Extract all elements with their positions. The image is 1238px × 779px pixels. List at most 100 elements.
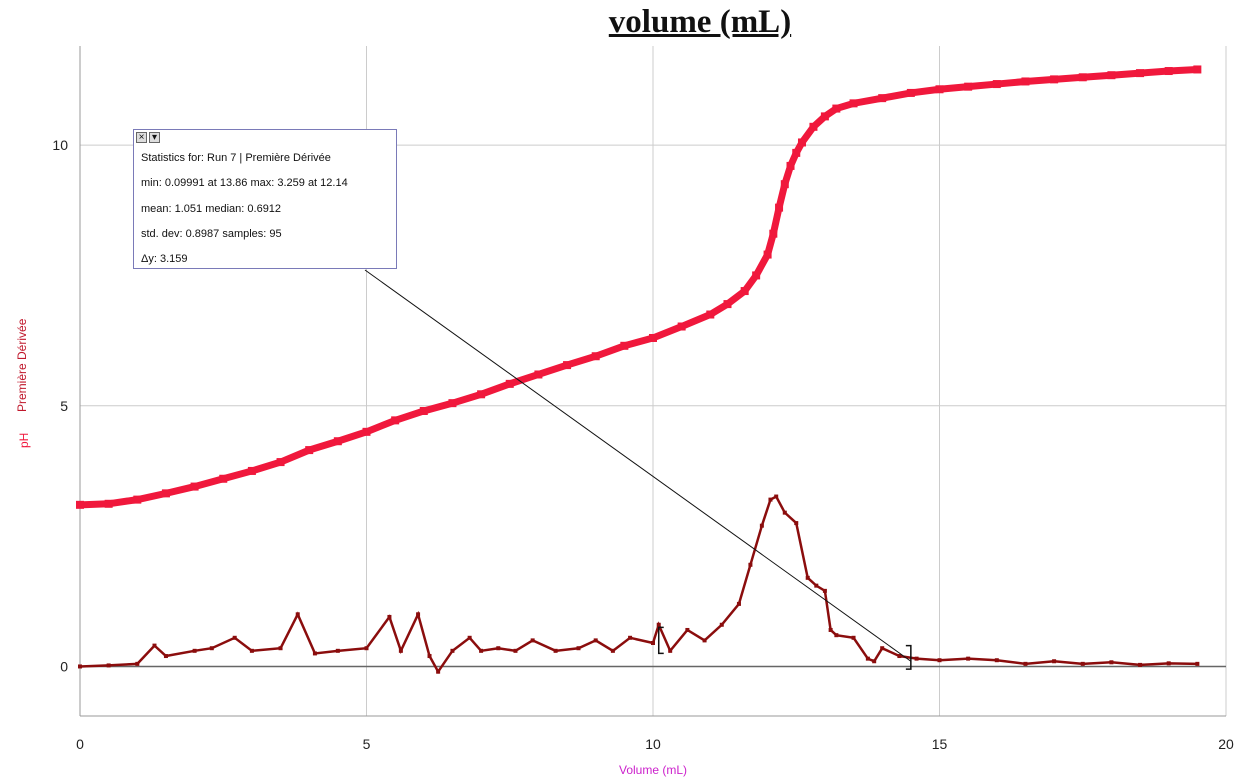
ph-point-17 — [563, 361, 572, 370]
ph-point-32 — [797, 138, 806, 147]
derivative-point-58 — [1052, 659, 1057, 664]
y-axis-label-derivative: Première Dérivée — [15, 318, 29, 412]
ph-point-1 — [104, 499, 113, 508]
derivative-point-41 — [782, 510, 787, 515]
ph-point-28 — [775, 203, 784, 212]
ph-point-7 — [276, 458, 285, 467]
derivative-point-12 — [335, 648, 340, 653]
ph-point-12 — [419, 406, 428, 415]
ph-point-47 — [1164, 67, 1173, 76]
derivative-point-28 — [610, 648, 615, 653]
ph-point-22 — [706, 310, 715, 319]
ph-point-31 — [792, 148, 801, 157]
ph-point-38 — [906, 88, 915, 97]
x-tick-label-2: 10 — [645, 736, 661, 752]
derivative-point-27 — [593, 638, 598, 643]
ph-point-42 — [1021, 77, 1030, 86]
derivative-point-45 — [822, 588, 827, 593]
ph-point-27 — [769, 229, 778, 238]
derivative-point-63 — [1195, 661, 1200, 666]
derivative-point-10 — [295, 612, 300, 617]
ph-point-21 — [677, 322, 686, 331]
ph-point-39 — [935, 85, 944, 94]
derivative-point-20 — [467, 635, 472, 640]
selection-bracket-left — [657, 626, 664, 655]
ph-point-6 — [247, 466, 256, 475]
ph-point-24 — [740, 287, 749, 296]
derivative-point-25 — [553, 648, 558, 653]
derivative-point-29 — [628, 635, 633, 640]
derivative-point-47 — [834, 633, 839, 638]
selection-bracket-right — [905, 644, 912, 670]
ph-point-36 — [849, 99, 858, 108]
series-derivative — [78, 494, 1200, 675]
derivative-point-1 — [106, 663, 111, 668]
ph-point-44 — [1078, 73, 1087, 82]
ph-point-19 — [620, 341, 629, 350]
y-tick-label-1: 5 — [60, 398, 68, 414]
selection-brackets — [657, 626, 912, 670]
close-icon[interactable]: × — [136, 132, 147, 143]
ph-point-37 — [878, 94, 887, 103]
derivative-point-56 — [994, 658, 999, 663]
stats-delta-y: Δy: 3.159 — [141, 253, 188, 265]
ph-point-41 — [992, 80, 1001, 89]
dropdown-icon[interactable]: ▾ — [149, 132, 160, 143]
ph-point-2 — [133, 495, 142, 504]
x-tick-label-0: 0 — [76, 736, 84, 752]
derivative-point-44 — [814, 583, 819, 588]
stats-stddev-samples: std. dev: 0.8987 samples: 95 — [141, 228, 282, 240]
derivative-point-2 — [135, 661, 140, 666]
ph-point-0 — [76, 500, 84, 509]
ph-point-33 — [809, 122, 818, 131]
y-axis-label-ph: pH — [17, 433, 31, 448]
y-tick-label-0: 0 — [60, 658, 68, 674]
derivative-point-4 — [163, 654, 168, 659]
derivative-point-21 — [479, 648, 484, 653]
derivative-point-33 — [685, 627, 690, 632]
derivative-point-6 — [209, 646, 214, 651]
derivative-point-9 — [278, 646, 283, 651]
x-tick-labels: 0 5 10 15 20 — [76, 736, 1234, 752]
derivative-point-54 — [937, 658, 942, 663]
stats-title: Statistics for: Run 7 | Première Dérivée — [141, 152, 331, 164]
derivative-point-43 — [805, 575, 810, 580]
x-tick-label-3: 15 — [932, 736, 948, 752]
ph-point-11 — [391, 416, 400, 425]
ph-point-48 — [1193, 65, 1202, 74]
derivative-point-13 — [364, 646, 369, 651]
derivative-point-34 — [702, 638, 707, 643]
derivative-point-16 — [416, 612, 421, 617]
derivative-point-48 — [851, 635, 856, 640]
y-tick-labels: 0 5 10 — [52, 137, 68, 674]
derivative-point-8 — [249, 648, 254, 653]
derivative-point-40 — [774, 494, 779, 499]
derivative-point-30 — [651, 641, 655, 646]
ph-point-40 — [964, 82, 973, 91]
stats-mean-median: mean: 1.051 median: 0.6912 — [141, 203, 282, 215]
derivative-point-3 — [152, 643, 157, 648]
ph-point-18 — [591, 352, 600, 361]
statistics-box[interactable]: × ▾ Statistics for: Run 7 | Première Dér… — [133, 129, 397, 269]
ph-point-29 — [780, 180, 789, 189]
ph-point-43 — [1050, 75, 1059, 84]
ph-point-16 — [534, 370, 543, 379]
ph-point-35 — [832, 104, 841, 113]
series-ph — [76, 65, 1202, 509]
derivative-point-0 — [78, 664, 82, 669]
ph-point-8 — [305, 446, 314, 455]
derivative-point-49 — [865, 656, 870, 661]
page-title: volume (mL) — [608, 4, 792, 40]
y-tick-label-2: 10 — [52, 137, 68, 153]
derivative-point-32 — [668, 648, 673, 653]
plot-frame — [79, 46, 1226, 717]
derivative-point-59 — [1080, 661, 1085, 666]
derivative-point-52 — [897, 654, 902, 659]
ph-point-14 — [477, 390, 486, 399]
derivative-point-62 — [1166, 661, 1171, 666]
derivative-point-38 — [759, 523, 764, 528]
derivative-point-51 — [880, 646, 885, 651]
ph-point-9 — [333, 437, 342, 446]
derivative-point-23 — [513, 648, 518, 653]
